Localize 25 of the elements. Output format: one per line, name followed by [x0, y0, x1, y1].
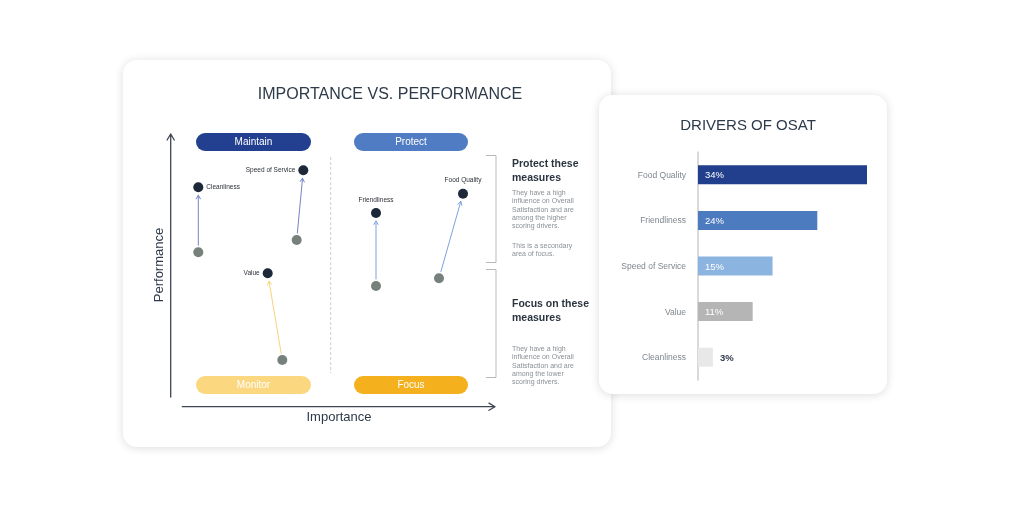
data-label: 3% [719, 351, 735, 363]
bar [698, 210, 818, 230]
text: Protect [354, 133, 468, 151]
text: Protect these measures [512, 156, 580, 184]
text: IMPORTANCE VS. PERFORMANCE [257, 84, 523, 102]
y-tick-label: Cleanliness [642, 352, 686, 363]
text: Importance [306, 408, 372, 424]
y-tick-label: Food Quality [637, 169, 687, 180]
bar [698, 256, 773, 276]
bar [698, 165, 867, 185]
text: Performance [150, 227, 166, 303]
data-label: 24% [705, 214, 725, 226]
data-label: 11% [705, 306, 724, 318]
chart-title: DRIVERS OF OSAT [680, 116, 816, 133]
bar [698, 347, 713, 367]
y-tick-label: Value [664, 306, 687, 317]
text: Focus [354, 376, 468, 394]
text: Maintain [196, 133, 311, 151]
text: Focus on these measures [512, 296, 590, 324]
data-label: 34% [705, 169, 725, 181]
bar [698, 302, 753, 322]
y-tick-label: Speed of Service [621, 261, 687, 271]
data-label: 15% [705, 260, 725, 272]
text: Monitor [196, 376, 311, 394]
y-tick-label: Friendliness [640, 215, 686, 226]
